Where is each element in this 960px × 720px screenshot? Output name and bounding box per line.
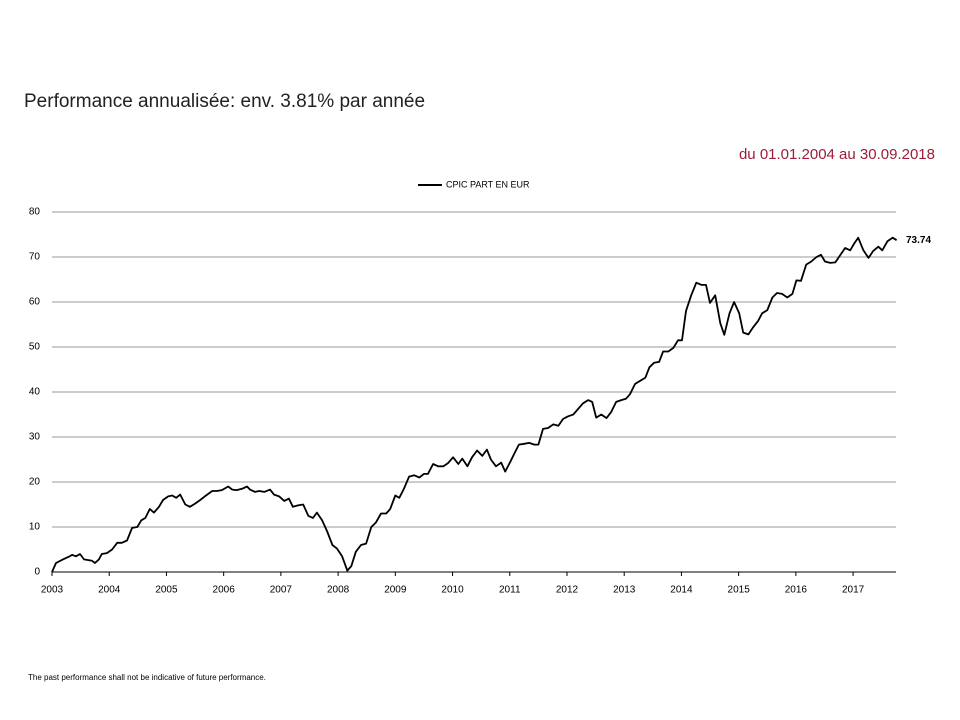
y-tick-label: 60 — [29, 297, 41, 308]
x-tick-label: 2007 — [270, 585, 293, 596]
x-tick-label: 2009 — [384, 585, 407, 596]
x-tick-label: 2013 — [613, 585, 636, 596]
x-tick-label: 2010 — [441, 585, 464, 596]
y-tick-label: 80 — [29, 207, 41, 218]
y-tick-label: 40 — [29, 387, 41, 398]
x-tick-label: 2005 — [155, 585, 178, 596]
footnote: The past performance shall not be indica… — [28, 673, 266, 682]
y-tick-label: 0 — [34, 567, 40, 578]
y-tick-label: 10 — [29, 522, 41, 533]
x-tick-label: 2015 — [728, 585, 751, 596]
y-tick-label: 70 — [29, 252, 41, 263]
x-tick-label: 2006 — [213, 585, 236, 596]
y-tick-label: 50 — [29, 342, 41, 353]
data-line — [51, 236, 898, 573]
x-tick-label: 2011 — [499, 585, 521, 596]
chart-subtitle: du 01.01.2004 au 30.09.2018 — [739, 146, 935, 163]
end-value-label: 73.74 — [906, 235, 931, 246]
x-tick-label: 2017 — [842, 585, 865, 596]
legend-label: CPIC PART EN EUR — [446, 179, 530, 189]
x-tick-label: 2012 — [556, 585, 579, 596]
y-tick-label: 30 — [29, 432, 41, 443]
x-tick-label: 2004 — [98, 585, 121, 596]
x-tick-label: 2008 — [327, 585, 350, 596]
chart-title: Performance annualisée: env. 3.81% par a… — [24, 91, 425, 112]
y-tick-label: 20 — [29, 477, 41, 488]
x-tick-label: 2014 — [670, 585, 693, 596]
x-tick-label: 2003 — [41, 585, 64, 596]
x-tick-label: 2016 — [785, 585, 808, 596]
